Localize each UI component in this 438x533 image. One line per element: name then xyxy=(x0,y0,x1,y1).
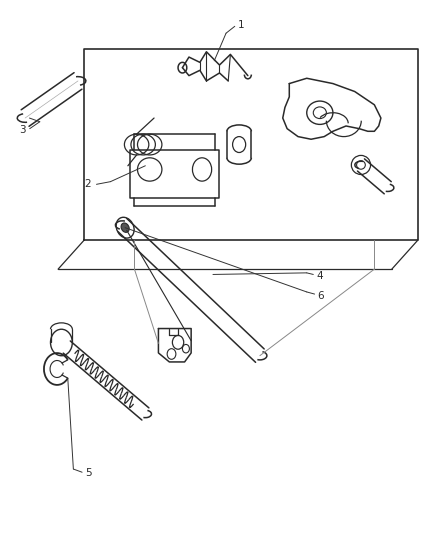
Ellipse shape xyxy=(121,223,129,232)
Text: 1: 1 xyxy=(238,20,244,30)
Text: 2: 2 xyxy=(84,179,91,189)
Text: 5: 5 xyxy=(85,469,92,478)
Text: 6: 6 xyxy=(317,290,324,301)
Text: 3: 3 xyxy=(19,125,25,135)
Text: 4: 4 xyxy=(316,271,322,280)
